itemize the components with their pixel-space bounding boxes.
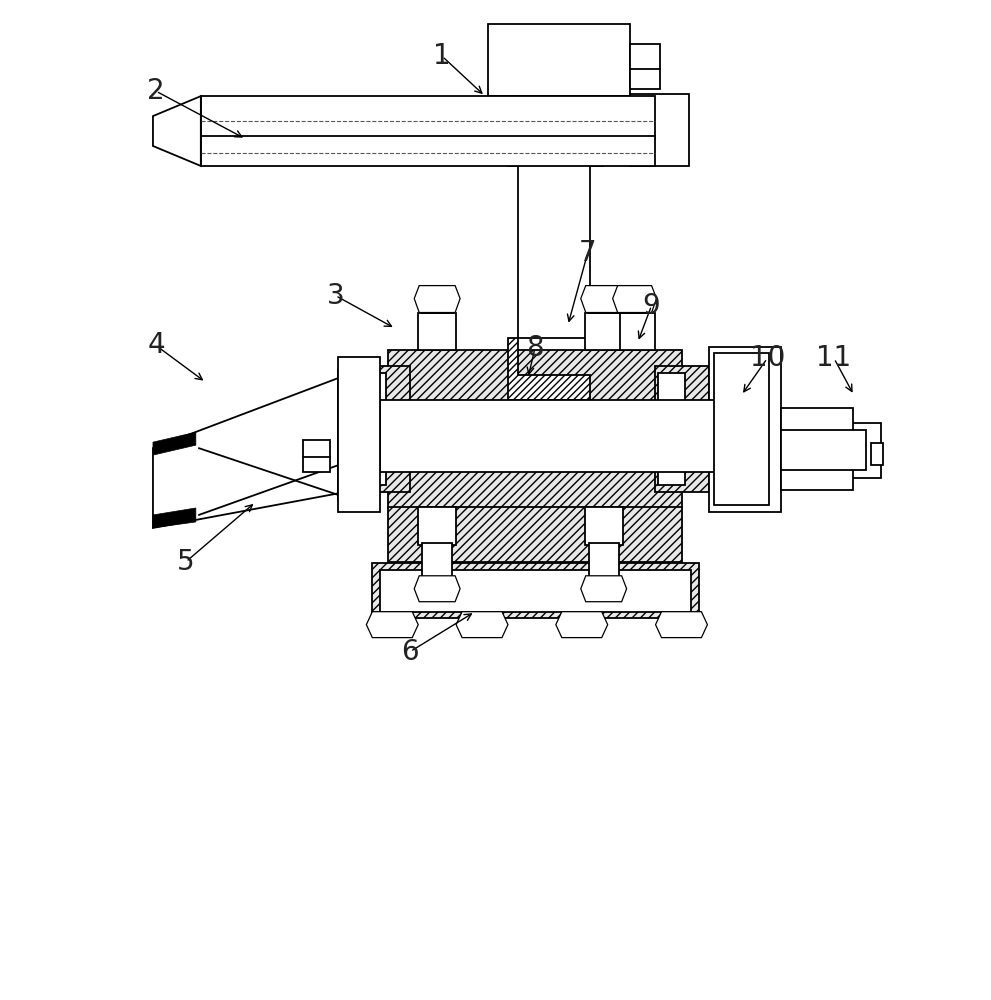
Text: 4: 4 xyxy=(147,331,165,359)
Bar xyxy=(422,295,452,313)
Polygon shape xyxy=(414,286,460,313)
Bar xyxy=(302,440,330,472)
Bar xyxy=(339,357,381,512)
Bar xyxy=(715,353,769,505)
Bar xyxy=(710,347,781,512)
Bar xyxy=(658,373,686,485)
Text: 8: 8 xyxy=(526,334,544,362)
Bar xyxy=(388,507,683,562)
Text: 1: 1 xyxy=(433,42,451,70)
Bar xyxy=(356,366,410,492)
Text: 11: 11 xyxy=(817,344,851,372)
Bar xyxy=(781,408,853,490)
Bar xyxy=(359,373,386,485)
Text: 3: 3 xyxy=(327,282,344,310)
Text: 6: 6 xyxy=(401,638,419,666)
Bar xyxy=(381,570,692,612)
Bar xyxy=(339,370,357,500)
Bar xyxy=(518,164,590,338)
Bar xyxy=(201,136,654,166)
Bar xyxy=(621,295,649,313)
Bar xyxy=(585,507,622,545)
Bar xyxy=(388,412,683,452)
Bar xyxy=(422,543,452,578)
Bar xyxy=(488,24,629,96)
Bar xyxy=(585,313,622,350)
Bar xyxy=(418,313,456,350)
Polygon shape xyxy=(153,375,346,528)
Bar xyxy=(781,430,866,470)
Bar xyxy=(373,563,700,618)
Bar xyxy=(781,423,881,478)
Bar xyxy=(654,366,710,492)
Polygon shape xyxy=(556,612,607,638)
Polygon shape xyxy=(153,508,196,528)
Polygon shape xyxy=(153,96,201,166)
Polygon shape xyxy=(153,432,196,455)
Polygon shape xyxy=(367,612,418,638)
Bar xyxy=(629,94,690,166)
Bar xyxy=(388,446,683,508)
Bar xyxy=(589,543,618,578)
Text: 7: 7 xyxy=(579,239,597,267)
Bar xyxy=(201,96,654,139)
Bar xyxy=(871,443,883,465)
Text: 2: 2 xyxy=(147,77,165,105)
Text: 10: 10 xyxy=(749,344,785,372)
Polygon shape xyxy=(508,338,590,400)
Polygon shape xyxy=(581,286,626,313)
Bar xyxy=(418,507,456,545)
Bar xyxy=(388,350,683,412)
Bar xyxy=(629,44,660,89)
Bar xyxy=(381,400,727,472)
Polygon shape xyxy=(656,612,708,638)
Text: 5: 5 xyxy=(177,548,194,576)
Bar xyxy=(508,96,603,166)
Polygon shape xyxy=(456,612,508,638)
Polygon shape xyxy=(612,286,657,313)
Polygon shape xyxy=(414,576,460,602)
Polygon shape xyxy=(581,576,626,602)
Bar xyxy=(619,313,654,350)
Text: 9: 9 xyxy=(643,292,660,320)
Bar xyxy=(589,295,618,313)
